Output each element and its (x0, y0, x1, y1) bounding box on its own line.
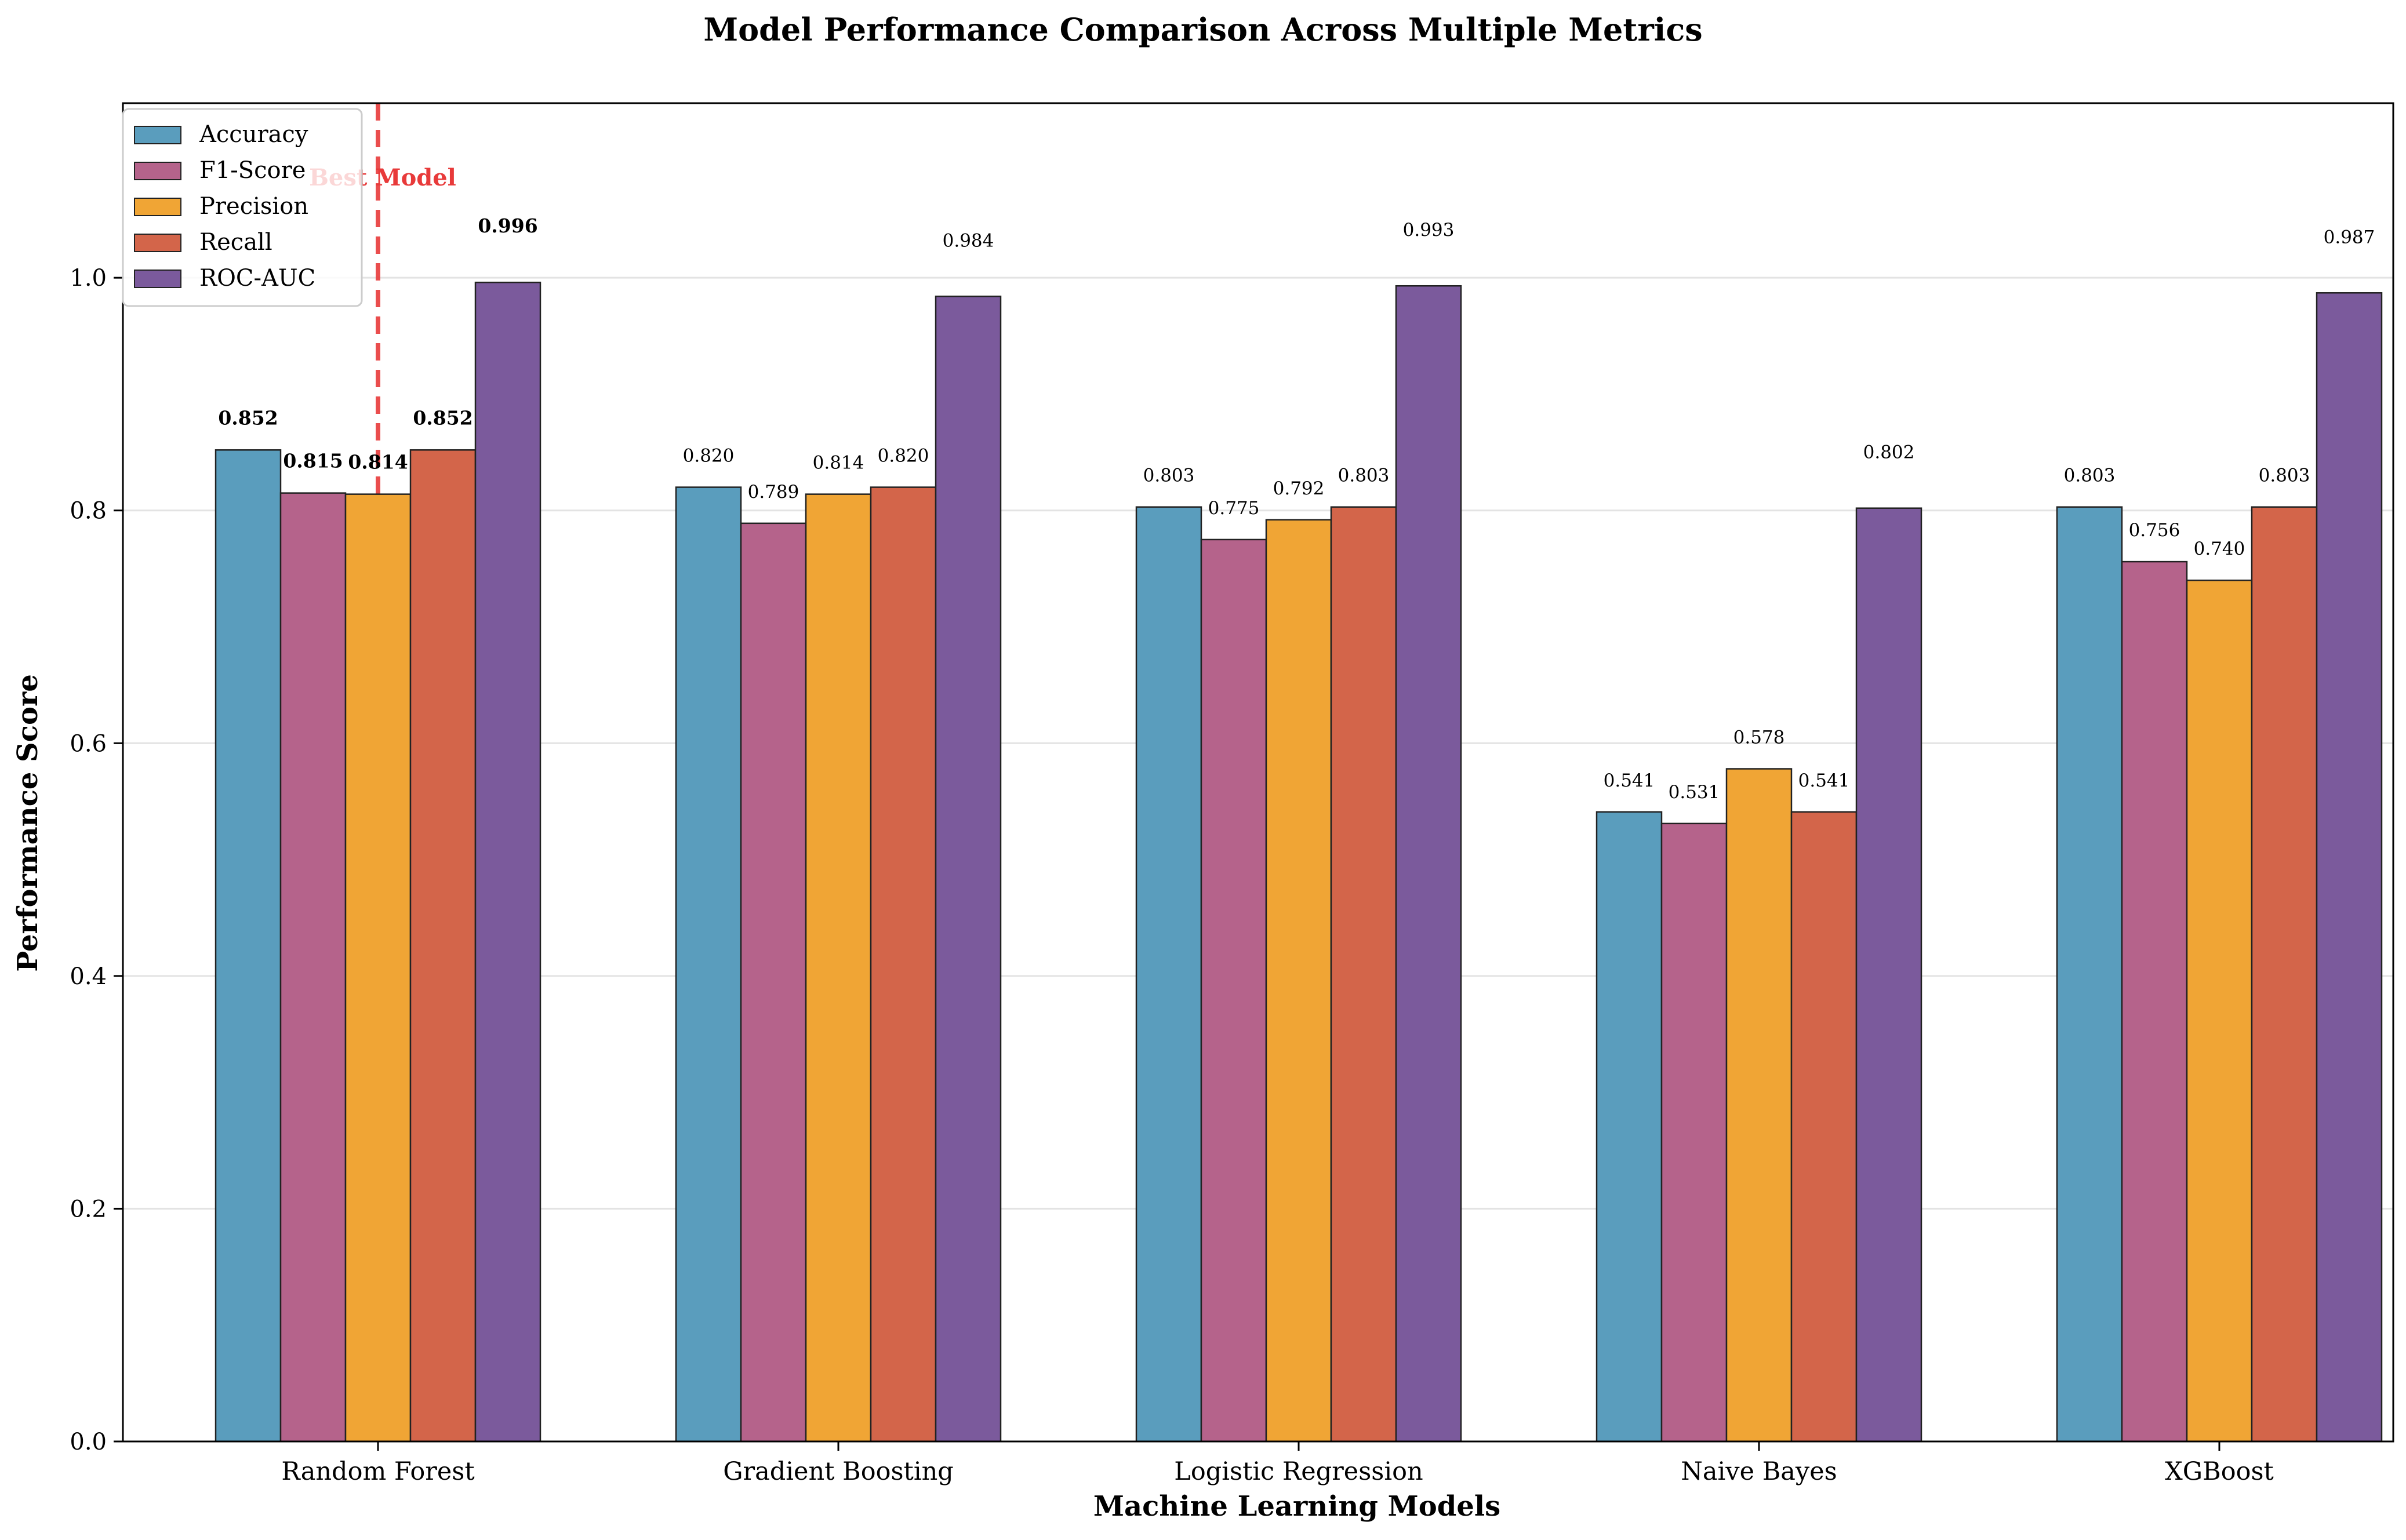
y-tick-label: 0.4 (70, 963, 107, 990)
bar-roc-auc (2316, 292, 2383, 1443)
bar-recall (1790, 811, 1858, 1443)
bar-accuracy (2056, 506, 2123, 1443)
x-tick-label: XGBoost (2165, 1457, 2274, 1486)
bar-precision (1265, 519, 1332, 1443)
bar-precision (805, 493, 872, 1443)
value-label: 0.541 (1604, 770, 1655, 791)
x-tick-label: Random Forest (281, 1457, 474, 1486)
bar-recall (1330, 506, 1397, 1443)
bar-precision (344, 493, 412, 1443)
value-label: 0.987 (2324, 227, 2375, 247)
y-tick-label: 0.0 (70, 1429, 107, 1455)
value-label: 0.531 (1669, 782, 1720, 803)
bar-precision (1725, 768, 1793, 1443)
y-axis: 0.0 0.2 0.4 0.6 0.8 1.0 (70, 265, 123, 1455)
bar-precision (2186, 579, 2253, 1443)
bars-layer (215, 281, 2383, 1443)
bar-roc-auc (1395, 285, 1462, 1443)
value-label: 0.984 (943, 230, 994, 251)
value-label: 0.740 (2194, 538, 2245, 559)
bar-f1-score (1660, 822, 1728, 1443)
value-label: 0.820 (683, 446, 735, 467)
bar-roc-auc (474, 281, 541, 1443)
y-tick-label: 0.8 (70, 498, 107, 525)
value-label: 0.852 (413, 406, 473, 429)
bar-recall (409, 449, 477, 1443)
value-label: 0.815 (283, 450, 343, 472)
bar-roc-auc (1855, 507, 1922, 1443)
legend-label: Recall (199, 229, 272, 256)
value-label: 0.802 (1863, 442, 1915, 463)
y-tick-label: 0.2 (70, 1196, 107, 1222)
plot-frame (122, 102, 2394, 1443)
legend-label: ROC-AUC (199, 265, 315, 292)
value-label: 0.789 (748, 482, 799, 503)
x-axis: Random Forest Gradient Boosting Logistic R… (281, 1441, 2274, 1486)
value-label: 0.803 (1338, 465, 1390, 486)
legend-label: F1-Score (199, 157, 306, 184)
value-label: 0.541 (1798, 770, 1850, 791)
value-label: 0.993 (1403, 220, 1455, 241)
value-label: 0.803 (1143, 465, 1195, 486)
legend-swatch (134, 234, 181, 252)
value-label: 0.820 (878, 446, 929, 467)
value-label: 0.814 (348, 451, 408, 474)
bar-accuracy (215, 449, 282, 1443)
legend-swatch (134, 162, 181, 180)
legend-swatch (134, 126, 181, 144)
value-label: 0.792 (1273, 478, 1325, 499)
y-tick-label: 0.6 (70, 730, 107, 757)
legend-label: Accuracy (199, 121, 308, 148)
bar-accuracy (675, 486, 742, 1443)
value-label: 0.852 (218, 406, 278, 429)
bar-f1-score (740, 522, 807, 1443)
y-tick-label: 1.0 (70, 265, 107, 292)
y-axis-label: Performance Score (12, 674, 44, 972)
bar-recall (870, 486, 937, 1443)
legend-items: Accuracy F1-Score Precision Recall ROC-AUC (134, 121, 315, 292)
x-tick-label: Gradient Boosting (723, 1457, 954, 1486)
bar-accuracy (1135, 506, 1202, 1443)
legend: Accuracy F1-Score Precision Recall ROC-AUC (122, 108, 363, 307)
legend-box (122, 108, 363, 307)
value-label: 0.814 (813, 453, 864, 474)
legend-swatch (134, 198, 181, 216)
bar-f1-score (279, 492, 347, 1443)
value-label: 0.803 (2064, 465, 2116, 486)
legend-swatch (134, 270, 181, 288)
bar-f1-score (1200, 538, 1267, 1443)
x-tick-label: Naive Bayes (1681, 1457, 1837, 1486)
value-label: 0.756 (2129, 520, 2180, 541)
x-axis-label: Machine Learning Models (1093, 1490, 1500, 1523)
value-label: 0.775 (1208, 498, 1260, 519)
legend-label: Precision (199, 193, 308, 220)
value-label: 0.803 (2259, 465, 2310, 486)
x-tick-label: Logistic Regression (1174, 1457, 1423, 1486)
value-label: 0.578 (1733, 727, 1785, 748)
bar-roc-auc (935, 296, 1002, 1443)
bar-accuracy (1595, 811, 1663, 1443)
bar-recall (2251, 506, 2318, 1443)
chart-title: Model Performance Comparison Across Mult… (703, 11, 1702, 48)
value-label: 0.996 (478, 214, 537, 237)
bar-f1-score (2121, 560, 2188, 1443)
